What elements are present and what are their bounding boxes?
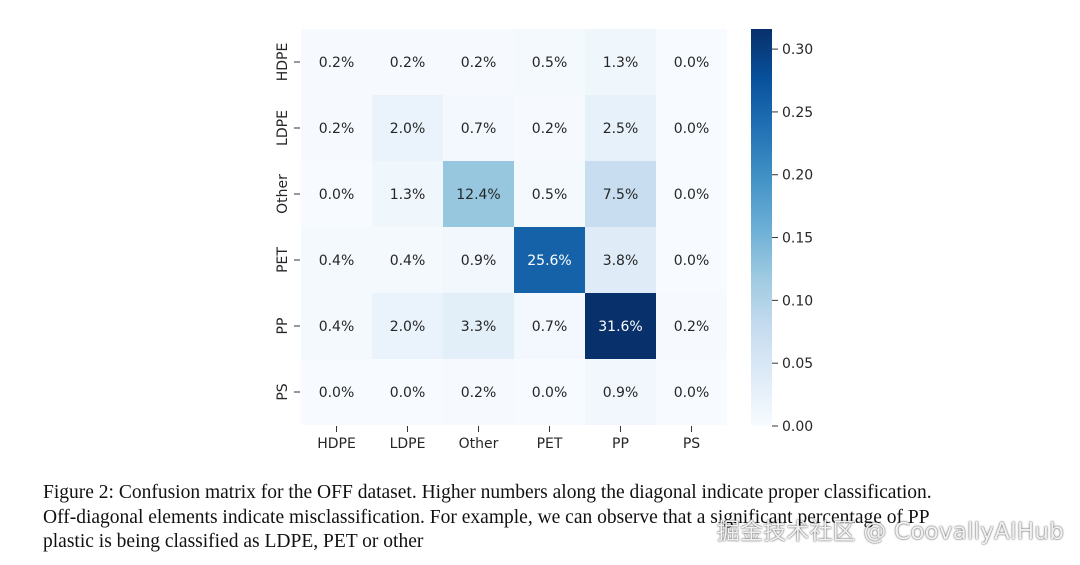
colorbar-tick-label: 0.20: [782, 168, 813, 184]
x-tick-label: Other: [459, 436, 499, 452]
heatmap-cell-hdpe-ps: [656, 29, 727, 95]
heatmap-cell-hdpe-other: [443, 29, 514, 95]
colorbar-tick-label: 0.30: [782, 42, 813, 58]
cell-label: 0.7%: [532, 319, 568, 335]
x-tick-label: PS: [683, 436, 700, 452]
x-tick-label: HDPE: [317, 436, 356, 452]
cell-label: 0.2%: [319, 55, 355, 71]
heatmap-cell-pp-ldpe: [372, 293, 443, 359]
cell-label: 0.2%: [532, 121, 568, 137]
cell-label: 0.5%: [532, 187, 568, 203]
heatmap-cell-ps-ldpe: [372, 359, 443, 425]
cell-label: 1.3%: [390, 187, 426, 203]
heatmap-cell-ps-hdpe: [301, 359, 372, 425]
cell-label: 0.0%: [319, 385, 355, 401]
cell-label: 3.3%: [461, 319, 497, 335]
cell-label: 0.2%: [674, 319, 710, 335]
heatmap-cell-pet-hdpe: [301, 227, 372, 293]
cell-label: 0.2%: [461, 385, 497, 401]
heatmap-cell-other-pp: [585, 161, 656, 227]
colorbar-tick-label: 0.15: [782, 231, 813, 247]
cell-label: 0.9%: [603, 385, 639, 401]
cell-label: 2.0%: [390, 121, 426, 137]
heatmap-cell-pp-pp: [585, 293, 656, 359]
cell-label: 2.0%: [390, 319, 426, 335]
colorbar-tick-label: 0.25: [782, 105, 813, 121]
heatmap-cell-hdpe-hdpe: [301, 29, 372, 95]
figure-caption: Figure 2: Confusion matrix for the OFF d…: [43, 481, 1053, 555]
cell-label: 0.2%: [390, 55, 426, 71]
colorbar-tick-label: 0.10: [782, 293, 813, 309]
heatmap-cell-pp-hdpe: [301, 293, 372, 359]
cell-label: 0.2%: [461, 55, 497, 71]
heatmap-cell-pet-pet: [514, 227, 585, 293]
heatmap-cell-pp-ps: [656, 293, 727, 359]
heatmap-cell-ps-pp: [585, 359, 656, 425]
heatmap-cell-pp-pet: [514, 293, 585, 359]
cell-label: 0.4%: [390, 253, 426, 269]
y-tick-label: Other: [275, 174, 291, 214]
heatmap-cell-ldpe-hdpe: [301, 95, 372, 161]
cell-label: 0.2%: [319, 121, 355, 137]
heatmap-cell-hdpe-ldpe: [372, 29, 443, 95]
x-tick-label: LDPE: [390, 436, 426, 452]
heatmap-cell-pet-ldpe: [372, 227, 443, 293]
watermark: 掘金技术社区 @ CoovallyAIHub: [716, 519, 1064, 545]
y-tick-label: LDPE: [275, 110, 291, 146]
cell-label: 0.0%: [532, 385, 568, 401]
cell-label: 3.8%: [603, 253, 639, 269]
heatmap-cell-other-hdpe: [301, 161, 372, 227]
y-tick-label: PS: [275, 383, 291, 400]
cell-label: 0.0%: [674, 385, 710, 401]
heatmap-cell-pet-pp: [585, 227, 656, 293]
heatmap-cell-pet-ps: [656, 227, 727, 293]
heatmap-cell-ldpe-other: [443, 95, 514, 161]
heatmap-cell-other-ldpe: [372, 161, 443, 227]
cell-label: 0.0%: [674, 55, 710, 71]
caption-line-1: Figure 2: Confusion matrix for the OFF d…: [43, 482, 932, 503]
heatmap-cell-ps-other: [443, 359, 514, 425]
cell-label: 25.6%: [527, 253, 571, 269]
heatmap-cell-ps-pet: [514, 359, 585, 425]
cell-label: 2.5%: [603, 121, 639, 137]
cell-label: 12.4%: [456, 187, 500, 203]
x-tick-label: PP: [612, 436, 629, 452]
cell-label: 0.5%: [532, 55, 568, 71]
colorbar: [751, 29, 772, 426]
caption-line-3: plastic is being classified as LDPE, PET…: [43, 531, 424, 552]
cell-label: 0.7%: [461, 121, 497, 137]
heatmap-cell-ps-ps: [656, 359, 727, 425]
cell-label: 0.0%: [674, 253, 710, 269]
cell-label: 0.4%: [319, 253, 355, 269]
heatmap-cell-other-pet: [514, 161, 585, 227]
heatmap-cell-ldpe-pp: [585, 95, 656, 161]
cell-label: 0.4%: [319, 319, 355, 335]
x-tick-label: PET: [537, 436, 563, 452]
heatmap-cell-ldpe-ps: [656, 95, 727, 161]
cell-label: 31.6%: [598, 319, 642, 335]
cell-label: 1.3%: [603, 55, 639, 71]
y-tick-label: PET: [275, 247, 291, 273]
colorbar-tick-label: 0.00: [782, 419, 813, 435]
heatmap-cell-other-other: [443, 161, 514, 227]
heatmap-cell-ldpe-pet: [514, 95, 585, 161]
cell-label: 7.5%: [603, 187, 639, 203]
heatmap-cell-pp-other: [443, 293, 514, 359]
cell-label: 0.0%: [390, 385, 426, 401]
y-tick-label: HDPE: [275, 43, 291, 82]
heatmap-cell-hdpe-pp: [585, 29, 656, 95]
y-tick-label: PP: [275, 318, 291, 335]
cell-label: 0.0%: [319, 187, 355, 203]
caption-line-2: Off-diagonal elements indicate misclassi…: [43, 506, 930, 528]
confusion-matrix-heatmap: 0.2% 0.2% 0.2% 0.5% 1.3% 0.0% 0.2% 2.0% 0.7% 0.2%…: [275, 29, 813, 452]
cell-label: 0.0%: [674, 187, 710, 203]
heatmap-cell-hdpe-pet: [514, 29, 585, 95]
cell-label: 0.9%: [461, 253, 497, 269]
heatmap-cell-pet-other: [443, 227, 514, 293]
heatmap-cell-ldpe-ldpe: [372, 95, 443, 161]
colorbar-tick-label: 0.05: [782, 356, 813, 372]
heatmap-cell-other-ps: [656, 161, 727, 227]
cell-label: 0.0%: [674, 121, 710, 137]
